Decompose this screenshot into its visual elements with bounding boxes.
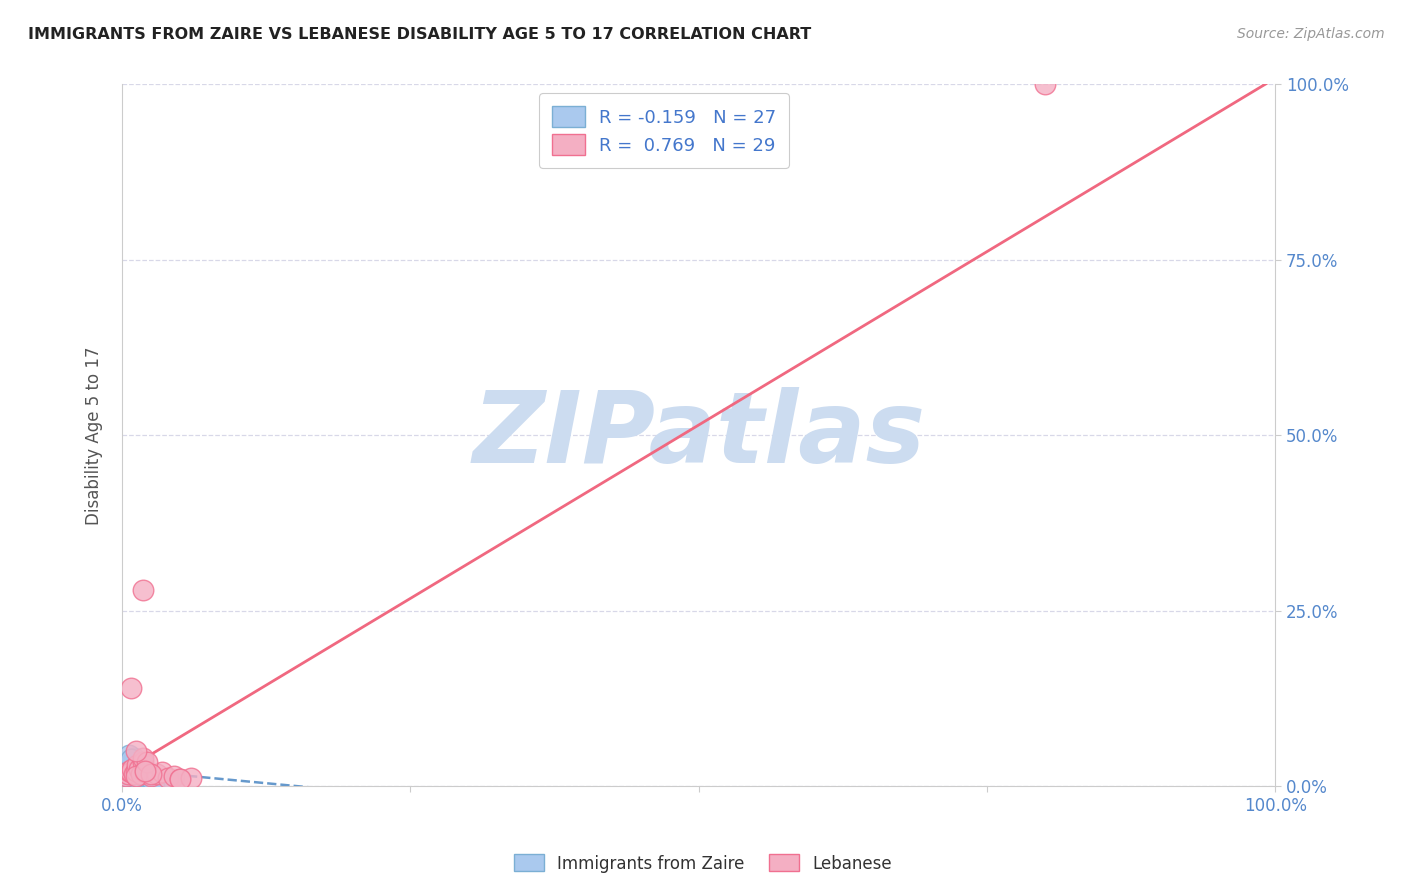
Point: [120, 681, 142, 695]
Point: [118, 764, 141, 778]
Point: [132, 769, 155, 783]
Point: [122, 766, 145, 780]
Y-axis label: Disability Age 5 to 17: Disability Age 5 to 17: [86, 346, 103, 524]
Text: Source: ZipAtlas.com: Source: ZipAtlas.com: [1237, 27, 1385, 41]
Point: [118, 758, 141, 772]
Point: [125, 764, 148, 778]
Point: [120, 752, 142, 766]
Point: [132, 755, 155, 769]
Point: [114, 772, 136, 786]
Point: [125, 744, 148, 758]
Point: [121, 755, 143, 769]
Text: ZIPatlas: ZIPatlas: [472, 387, 925, 483]
Point: [132, 751, 155, 765]
Point: [169, 772, 191, 786]
Point: [121, 762, 143, 776]
Point: [139, 766, 162, 780]
Point: [152, 773, 174, 788]
Point: [114, 765, 136, 780]
Point: [134, 764, 156, 778]
Point: [131, 758, 153, 772]
Point: [129, 766, 152, 780]
Point: [163, 775, 186, 789]
Point: [1033, 78, 1056, 92]
Point: [117, 764, 139, 778]
Point: [128, 762, 150, 776]
Point: [120, 765, 142, 780]
Legend: Immigrants from Zaire, Lebanese: Immigrants from Zaire, Lebanese: [508, 847, 898, 880]
Point: [132, 766, 155, 780]
Point: [115, 762, 138, 776]
Point: [129, 765, 152, 780]
Point: [152, 765, 174, 780]
Point: [135, 765, 157, 780]
Point: [125, 769, 148, 783]
Point: [169, 772, 191, 786]
Point: [118, 747, 141, 762]
Point: [125, 771, 148, 785]
Point: [145, 771, 167, 785]
Point: [120, 759, 142, 773]
Point: [157, 771, 180, 785]
Point: [120, 766, 142, 780]
Point: [125, 764, 148, 778]
Point: [139, 769, 162, 783]
Text: IMMIGRANTS FROM ZAIRE VS LEBANESE DISABILITY AGE 5 TO 17 CORRELATION CHART: IMMIGRANTS FROM ZAIRE VS LEBANESE DISABI…: [28, 27, 811, 42]
Point: [124, 769, 146, 783]
Point: [163, 769, 186, 783]
Point: [128, 762, 150, 776]
Point: [134, 764, 156, 778]
Point: [132, 582, 155, 597]
Point: [136, 755, 159, 769]
Point: [125, 758, 148, 772]
Legend: R = -0.159   N = 27, R =  0.769   N = 29: R = -0.159 N = 27, R = 0.769 N = 29: [540, 94, 789, 168]
Point: [180, 771, 202, 785]
Point: [139, 772, 162, 786]
Point: [114, 769, 136, 783]
Point: [122, 751, 145, 765]
Point: [134, 765, 156, 780]
Point: [115, 769, 138, 783]
Point: [117, 766, 139, 780]
Point: [145, 766, 167, 780]
Point: [127, 766, 149, 780]
